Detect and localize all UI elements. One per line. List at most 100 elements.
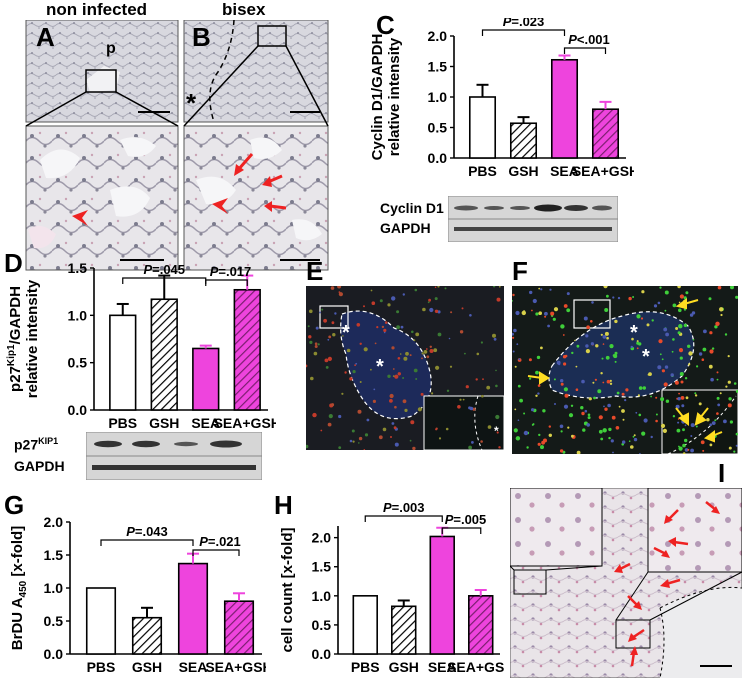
cell-nucleus-dot [622, 418, 625, 421]
cell-nucleus-dot [700, 440, 705, 445]
cell-nucleus-dot [355, 362, 358, 365]
y-tick-label: 0.0 [312, 646, 332, 662]
bar [468, 595, 494, 655]
cell-nucleus-dot [363, 449, 366, 450]
cell-nucleus-dot [709, 331, 713, 335]
cell-nucleus-dot [457, 405, 461, 409]
cell-nucleus-dot [603, 405, 605, 408]
cell-nucleus-dot [659, 353, 662, 356]
cell-nucleus-dot [389, 393, 394, 399]
cell-nucleus-dot [702, 347, 707, 352]
cell-nucleus-dot [384, 321, 388, 324]
significance-bracket [441, 527, 482, 534]
cell-nucleus-dot [612, 451, 614, 454]
cell-nucleus-dot [405, 351, 409, 356]
cell-nucleus-dot [564, 393, 569, 398]
cell-nucleus-dot [735, 444, 738, 447]
panel-b-letter: B [192, 22, 211, 52]
cell-nucleus-dot [359, 381, 362, 383]
cell-nucleus-dot [614, 360, 617, 363]
cell-nucleus-dot [402, 377, 405, 379]
cell-nucleus-dot [402, 293, 405, 296]
cell-nucleus-dot [631, 337, 634, 341]
cell-nucleus-dot [391, 296, 396, 301]
cell-nucleus-dot [598, 415, 603, 420]
panel-e-star-2: * [376, 356, 384, 378]
cell-nucleus-dot [728, 446, 732, 450]
panel-g-letter: G [4, 490, 25, 520]
cell-nucleus-dot [674, 380, 679, 385]
panel-a-marker: p [106, 40, 116, 57]
cell-nucleus-dot [538, 433, 541, 437]
cell-nucleus-dot [327, 338, 330, 341]
cell-nucleus-dot [308, 335, 312, 339]
cell-nucleus-dot [710, 377, 714, 382]
cell-nucleus-dot [610, 439, 614, 443]
cell-nucleus-dot [568, 413, 574, 418]
cell-nucleus-dot [672, 338, 675, 341]
cell-nucleus-dot [585, 334, 589, 338]
cell-nucleus-dot [630, 445, 634, 449]
cell-nucleus-dot [587, 416, 591, 420]
cell-nucleus-dot [604, 407, 608, 411]
cell-nucleus-dot [553, 378, 556, 381]
cell-nucleus-dot [529, 377, 532, 380]
cell-nucleus-dot [528, 358, 532, 362]
p-value-label: P=.021 [199, 534, 241, 549]
cell-nucleus-dot [621, 392, 625, 396]
cell-nucleus-dot [435, 365, 440, 370]
y-tick-label: 1.0 [428, 89, 448, 105]
p-value-label: P=.043 [126, 524, 168, 539]
cell-nucleus-dot [449, 365, 453, 368]
cell-nucleus-dot [632, 435, 635, 438]
cell-nucleus-dot [523, 412, 526, 415]
cell-nucleus-dot [310, 376, 314, 381]
cell-nucleus-dot [513, 428, 518, 433]
cell-nucleus-dot [711, 421, 716, 425]
cell-nucleus-dot [523, 430, 529, 436]
cell-nucleus-dot [448, 337, 451, 340]
bar [192, 347, 220, 411]
cell-nucleus-dot [715, 321, 720, 326]
cell-nucleus-dot [444, 287, 447, 290]
cell-nucleus-dot [719, 392, 722, 395]
cell-nucleus-dot [312, 412, 317, 418]
cell-nucleus-dot [670, 373, 674, 377]
cell-nucleus-dot [714, 419, 717, 422]
cell-nucleus-dot [342, 335, 344, 337]
y-tick-label: 0.0 [428, 150, 448, 166]
cell-nucleus-dot [640, 317, 644, 320]
cell-nucleus-dot [493, 337, 497, 341]
cell-nucleus-dot [437, 332, 442, 337]
cell-nucleus-dot [389, 399, 393, 403]
cell-nucleus-dot [716, 412, 719, 415]
cell-nucleus-dot [529, 290, 533, 295]
cell-nucleus-dot [412, 446, 416, 450]
cell-nucleus-dot [677, 331, 681, 335]
cell-nucleus-dot [404, 408, 408, 412]
cell-nucleus-dot [409, 439, 412, 442]
cell-nucleus-dot [602, 335, 607, 339]
cell-nucleus-dot [685, 396, 689, 400]
cell-nucleus-dot [482, 378, 484, 381]
cell-nucleus-dot [671, 350, 674, 353]
fluorescence-e [306, 286, 504, 450]
cell-nucleus-dot [363, 347, 368, 352]
cell-nucleus-dot [394, 405, 397, 409]
cell-nucleus-dot [590, 342, 594, 346]
cell-nucleus-dot [650, 435, 653, 439]
cell-nucleus-dot [663, 327, 668, 332]
cell-nucleus-dot [566, 292, 570, 296]
significance-bracket [205, 279, 248, 286]
cell-nucleus-dot [317, 343, 320, 346]
cell-nucleus-dot [602, 428, 607, 433]
x-tick-label: PBS [468, 163, 497, 179]
cell-nucleus-dot [601, 357, 604, 360]
cell-nucleus-dot [643, 354, 645, 357]
cell-nucleus-dot [431, 392, 434, 395]
significance-bracket [481, 29, 566, 36]
cell-nucleus-dot [492, 333, 496, 338]
cell-nucleus-dot [638, 342, 642, 346]
